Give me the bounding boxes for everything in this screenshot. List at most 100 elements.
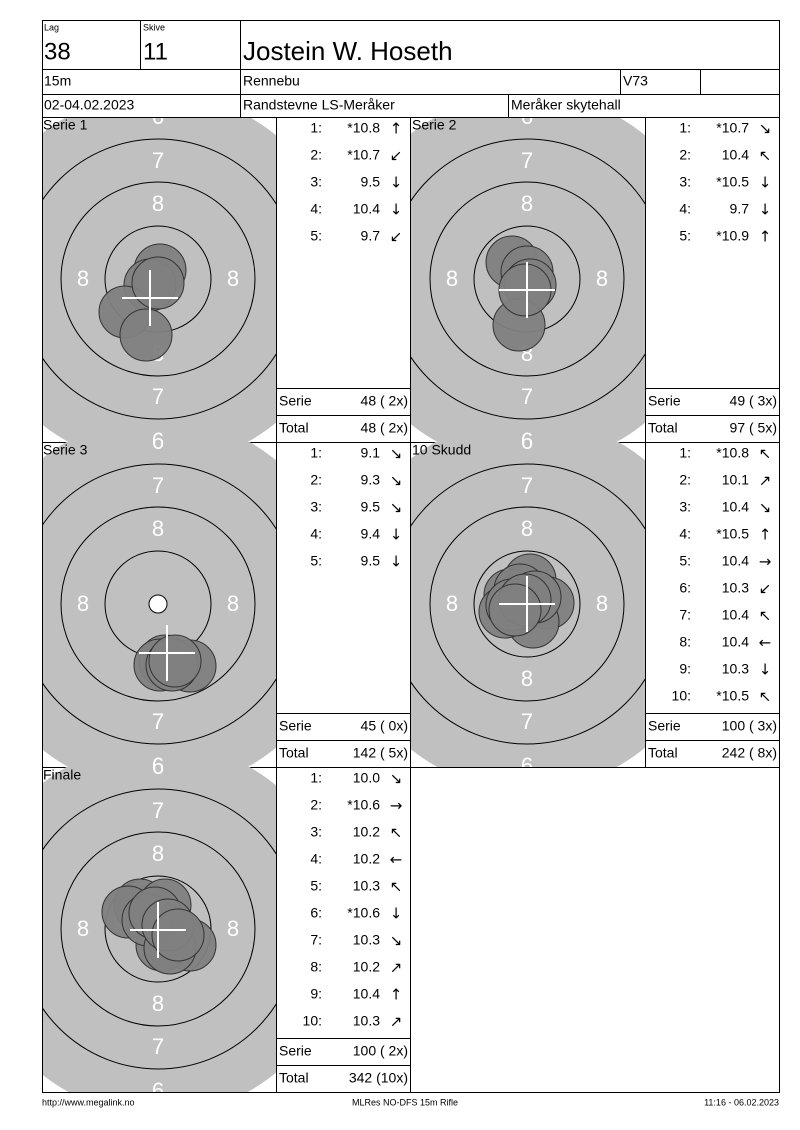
shot-number: 2: [679, 472, 691, 488]
shot-score: 10.4 [353, 201, 380, 217]
shot-score: 9.5 [361, 553, 381, 569]
ring-label: 7 [152, 148, 164, 173]
ring-label: 7 [521, 384, 533, 409]
panel-title: Serie 2 [412, 117, 457, 133]
ring-10 [148, 594, 168, 614]
date: 02-04.02.2023 [44, 97, 135, 113]
total-score: 342 (10x) [349, 1070, 408, 1086]
shot-score: 10.4 [722, 553, 749, 569]
ring [473, 550, 581, 658]
shot-direction: ↖ [759, 607, 772, 625]
shot-number: 5: [310, 228, 322, 244]
ring-label: 8 [77, 916, 89, 941]
shot-direction: ↖ [390, 878, 403, 896]
shot-number: 3: [310, 174, 322, 190]
shot-number: 8: [679, 634, 691, 650]
shot-direction: ↓ [759, 174, 772, 192]
ring [60, 831, 256, 1027]
shot-direction: ↘ [390, 472, 403, 490]
shot-number: 1: [679, 445, 691, 461]
shot-score: 9.5 [361, 499, 381, 515]
shot-number: 4: [679, 526, 691, 542]
footer-software: MLRes NO-DFS 15m Rifle [352, 1097, 458, 1107]
shot-direction: ↗ [390, 1013, 403, 1031]
shot-direction: ↗ [759, 472, 772, 490]
shot-number: 5: [310, 553, 322, 569]
lag-label: Lag [44, 22, 59, 32]
shot-score: *10.6 [347, 905, 380, 921]
ring [60, 181, 256, 377]
ring [42, 463, 276, 745]
ring [42, 138, 276, 420]
total-label: Total [279, 420, 309, 436]
total-score: 142 ( 5x) [353, 745, 408, 761]
panel-title: 10 Skudd [412, 442, 471, 458]
club: Rennebu [243, 73, 300, 89]
ring-label: 6 [152, 429, 164, 454]
ring-label: 8 [152, 991, 164, 1016]
shot-direction: ↙ [759, 580, 772, 598]
footer: http://www.megalink.no MLRes NO-DFS 15m … [42, 1097, 779, 1107]
shot-hole [151, 908, 205, 962]
shot-number: 8: [310, 959, 322, 975]
shot-hole [148, 634, 202, 688]
shot-direction: ↘ [390, 445, 403, 463]
shot-number: 2: [679, 147, 691, 163]
target-face [42, 442, 276, 767]
shot-direction: ↖ [759, 445, 772, 463]
shot-score: 9.5 [361, 174, 381, 190]
shot-number: 1: [310, 770, 322, 786]
ring-label: 8 [152, 516, 164, 541]
shot-score: 10.0 [353, 770, 380, 786]
shot-score: 10.4 [722, 607, 749, 623]
header: Lag 38 Skive 11 Jostein W. Hoseth 15m Re… [42, 20, 780, 118]
shot-number: 2: [310, 472, 322, 488]
shot-number: 6: [679, 580, 691, 596]
ring [429, 181, 625, 377]
shot-direction: ↘ [390, 499, 403, 517]
serie-label: Serie [648, 718, 681, 734]
ring-label: 8 [227, 916, 239, 941]
shot-direction: ↘ [390, 770, 403, 788]
shot-number: 10: [672, 688, 691, 704]
shooter-name: Jostein W. Hoseth [243, 36, 453, 66]
panel: 6 7 8 8 8 8 7 6 Finale 1: 10.0 ↘ 2: *10.6 → 3: 10.2 ↖ 4: 10… [42, 767, 411, 1103]
total-score: 48 ( 2x) [361, 420, 408, 436]
ring-label: 6 [152, 1078, 164, 1103]
shot-score: 10.2 [353, 851, 380, 867]
panel-title: Finale [43, 767, 81, 783]
ring [60, 506, 256, 702]
serie-score: 45 ( 0x) [361, 718, 408, 734]
shot-number: 1: [310, 445, 322, 461]
ring-label: 7 [152, 709, 164, 734]
ring [411, 463, 645, 745]
ring-label: 8 [521, 191, 533, 216]
ring-label: 8 [521, 516, 533, 541]
shot-number: 4: [310, 201, 322, 217]
shot-number: 2: [310, 147, 322, 163]
shot-direction: ↓ [390, 905, 403, 923]
shot-number: 5: [679, 228, 691, 244]
total-score: 242 ( 8x) [722, 745, 777, 761]
ring-label: 8 [77, 266, 89, 291]
ring-label: 6 [521, 428, 533, 453]
body-frame [42, 117, 780, 1093]
shot-direction: ↑ [759, 526, 772, 544]
ring-label: 8 [596, 591, 608, 616]
serie-label: Serie [279, 393, 312, 409]
ring-label: 6 [152, 753, 164, 778]
ring [429, 506, 625, 702]
shot-direction: ↗ [390, 959, 403, 977]
shot-direction: ↑ [390, 120, 403, 138]
shot-score: *10.7 [347, 147, 380, 163]
shot-number: 6: [310, 905, 322, 921]
serie-score: 48 ( 2x) [361, 393, 408, 409]
venue: Meråker skytehall [511, 97, 621, 113]
total-label: Total [279, 745, 309, 761]
shot-hole [488, 583, 542, 637]
